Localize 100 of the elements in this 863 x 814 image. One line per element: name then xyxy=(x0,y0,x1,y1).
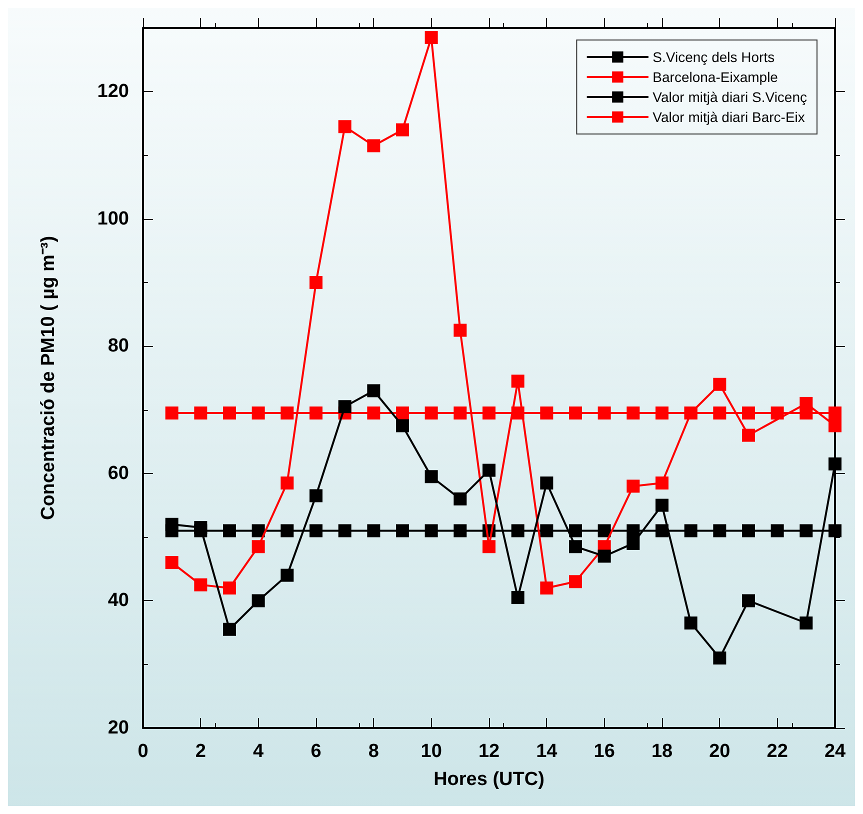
point xyxy=(684,616,698,630)
point xyxy=(252,594,265,608)
point xyxy=(569,540,582,554)
x-tick-label: 12 xyxy=(478,741,500,762)
legend-label: S.Vicenç dels Horts xyxy=(652,49,775,65)
point xyxy=(742,406,755,420)
point xyxy=(223,622,236,636)
point xyxy=(367,384,380,398)
point xyxy=(280,476,294,490)
point xyxy=(713,652,726,664)
point xyxy=(252,406,265,420)
point xyxy=(454,492,467,506)
point xyxy=(713,406,726,420)
y-tick-label: 20 xyxy=(108,718,129,738)
point xyxy=(511,374,524,388)
point xyxy=(626,524,640,538)
point xyxy=(194,578,208,592)
point xyxy=(742,428,755,442)
point xyxy=(569,524,582,538)
point xyxy=(828,406,842,420)
legend-label: Valor mitjà diari Barc-Eix xyxy=(652,109,805,125)
point xyxy=(454,406,467,420)
point xyxy=(511,591,524,604)
point xyxy=(828,457,842,470)
point xyxy=(396,123,409,136)
point xyxy=(800,616,813,630)
point xyxy=(338,524,352,538)
point xyxy=(800,396,813,410)
y-tick-label: 60 xyxy=(108,462,129,484)
point xyxy=(540,524,554,538)
legend-label: Barcelona-Eixample xyxy=(652,69,778,85)
point xyxy=(424,470,438,484)
x-tick-label: 4 xyxy=(253,741,264,762)
point xyxy=(770,406,784,420)
point xyxy=(482,406,496,420)
y-tick-label: 100 xyxy=(97,208,129,230)
point xyxy=(424,406,438,420)
point xyxy=(223,524,236,538)
point xyxy=(367,139,380,152)
y-tick-label: 80 xyxy=(108,336,129,357)
point xyxy=(770,524,784,538)
x-tick-label: 24 xyxy=(824,741,846,762)
point xyxy=(569,575,582,588)
point xyxy=(310,489,322,502)
x-tick-label: 14 xyxy=(536,741,558,762)
point xyxy=(338,400,352,414)
point xyxy=(598,550,611,563)
point xyxy=(713,524,726,538)
point xyxy=(540,582,554,594)
point xyxy=(454,324,467,337)
x-tick-label: 16 xyxy=(594,741,615,762)
point xyxy=(424,31,438,44)
point xyxy=(280,406,294,420)
x-tick-label: 8 xyxy=(368,741,379,762)
point xyxy=(280,524,294,538)
x-tick-label: 2 xyxy=(195,741,206,762)
point xyxy=(194,521,208,534)
point xyxy=(252,524,265,538)
x-tick-label: 6 xyxy=(310,741,322,762)
point xyxy=(713,378,726,391)
point xyxy=(396,419,409,432)
x-tick-label: 0 xyxy=(138,741,148,762)
y-tick-label: 120 xyxy=(97,81,129,102)
point xyxy=(569,406,582,420)
point xyxy=(424,524,438,538)
point xyxy=(367,406,380,420)
point xyxy=(626,480,640,493)
point xyxy=(511,524,524,538)
point xyxy=(656,476,668,490)
point xyxy=(800,524,813,538)
legend-label: Valor mitjà diari S.Vicenç xyxy=(652,89,808,105)
point xyxy=(656,524,668,538)
point xyxy=(742,524,755,538)
point xyxy=(223,406,236,420)
point xyxy=(165,518,178,531)
x-tick-label: 18 xyxy=(651,741,673,762)
point xyxy=(396,406,409,420)
point xyxy=(310,276,322,290)
point xyxy=(540,476,554,490)
point xyxy=(540,406,554,420)
point xyxy=(656,406,668,420)
point xyxy=(684,524,698,538)
x-axis-title: Hores (UTC) xyxy=(434,769,544,790)
y-axis-title: Concentració de PM10 ( µg m⁻³) xyxy=(38,236,59,520)
point xyxy=(598,524,611,538)
point xyxy=(396,524,409,538)
point xyxy=(598,406,611,420)
x-tick-label: 20 xyxy=(709,741,730,762)
x-tick-label: 10 xyxy=(420,741,442,762)
point xyxy=(367,524,380,538)
x-tick-label: 22 xyxy=(766,741,788,762)
point xyxy=(310,406,322,420)
point xyxy=(165,556,178,570)
point xyxy=(310,524,322,538)
point xyxy=(454,524,467,538)
point xyxy=(252,540,265,554)
point xyxy=(165,406,178,420)
point xyxy=(656,498,668,512)
point xyxy=(742,594,755,608)
point xyxy=(194,406,208,420)
